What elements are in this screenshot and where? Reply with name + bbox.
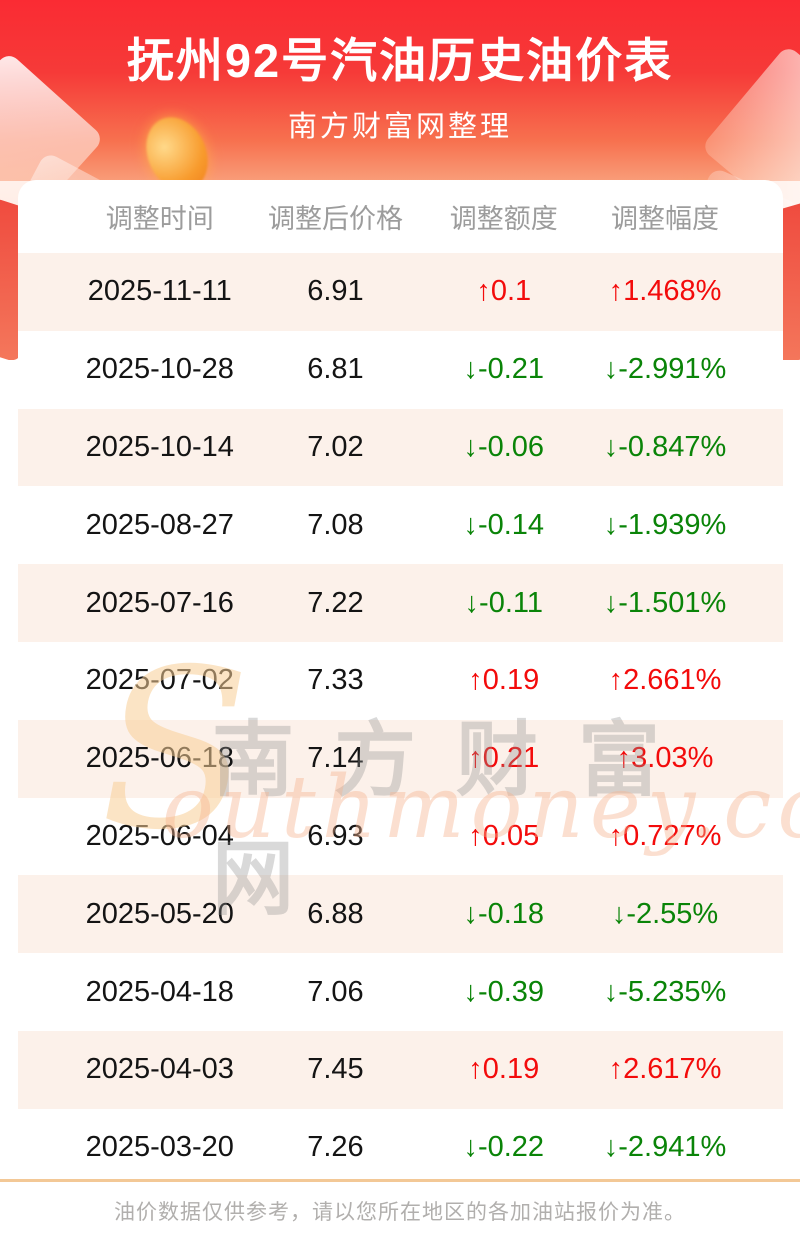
table-header-row: 调整时间 调整后价格 调整额度 调整幅度 <box>18 180 783 253</box>
percent-cell: ↓-2.55% <box>611 897 719 930</box>
price-cell: 7.45 <box>307 1053 364 1086</box>
percent-cell: ↓-5.235% <box>603 975 727 1008</box>
date-cell: 2025-06-18 <box>85 742 234 775</box>
percent-cell: ↑1.468% <box>608 275 722 308</box>
footer-divider <box>0 1179 800 1182</box>
date-cell: 2025-08-27 <box>85 508 234 541</box>
price-cell: 7.14 <box>307 742 364 775</box>
change-cell: ↑0.19 <box>468 1053 540 1086</box>
table-row: 2025-07-02 7.33 ↑0.19 ↑2.661% <box>18 642 783 720</box>
table-row: 2025-08-27 7.08 ↓-0.14 ↓-1.939% <box>18 486 783 564</box>
table-row: 2025-11-11 6.91 ↑0.1 ↑1.468% <box>18 253 783 331</box>
change-cell: ↓-0.18 <box>463 897 545 930</box>
column-header-adjusted-price: 调整后价格 <box>267 204 403 234</box>
date-cell: 2025-04-18 <box>85 975 234 1008</box>
table-row: 2025-04-18 7.06 ↓-0.39 ↓-5.235% <box>18 953 783 1031</box>
price-cell: 7.08 <box>307 508 364 541</box>
column-header-adjust-amount: 调整额度 <box>449 204 558 234</box>
table-row: 2025-07-16 7.22 ↓-0.11 ↓-1.501% <box>18 564 783 642</box>
percent-cell: ↓-2.941% <box>603 1131 727 1164</box>
price-cell: 7.22 <box>307 586 364 619</box>
price-cell: 6.88 <box>307 897 364 930</box>
price-cell: 7.02 <box>307 430 364 463</box>
percent-cell: ↓-1.939% <box>603 508 727 541</box>
date-cell: 2025-03-20 <box>85 1131 234 1164</box>
date-cell: 2025-11-11 <box>87 275 232 308</box>
percent-cell: ↓-1.501% <box>603 586 727 619</box>
date-cell: 2025-04-03 <box>85 1053 234 1086</box>
change-cell: ↑0.05 <box>468 819 540 852</box>
percent-cell: ↑0.727% <box>608 819 722 852</box>
table-row: 2025-06-04 6.93 ↑0.05 ↑0.727% <box>18 798 783 876</box>
date-cell: 2025-10-14 <box>85 430 234 463</box>
column-header-adjust-rate: 调整幅度 <box>611 204 720 234</box>
footer-note: 油价数据仅供参考，请以您所在地区的各加油站报价为准。 <box>114 1201 686 1224</box>
change-cell: ↓-0.39 <box>463 975 545 1008</box>
date-cell: 2025-07-16 <box>85 586 234 619</box>
date-cell: 2025-05-20 <box>85 897 234 930</box>
price-cell: 7.26 <box>307 1131 364 1164</box>
price-cell: 6.93 <box>307 819 364 852</box>
date-cell: 2025-07-02 <box>85 664 234 697</box>
price-cell: 7.33 <box>307 664 364 697</box>
table-row: 2025-10-14 7.02 ↓-0.06 ↓-0.847% <box>18 408 783 487</box>
percent-cell: ↓-0.847% <box>603 430 727 463</box>
percent-cell: ↑2.661% <box>608 664 722 697</box>
table-row: 2025-06-18 7.14 ↑0.21 ↑3.03% <box>18 719 783 798</box>
table-row: 2025-04-03 7.45 ↑0.19 ↑2.617% <box>18 1030 783 1109</box>
change-cell: ↓-0.06 <box>463 430 545 463</box>
change-cell: ↑0.1 <box>476 275 532 308</box>
date-cell: 2025-06-04 <box>85 819 234 852</box>
table-row: 2025-10-28 6.81 ↓-0.21 ↓-2.991% <box>18 331 783 409</box>
page-title: 抚州92号汽油历史油价表 <box>126 34 674 87</box>
header-banner <box>0 0 800 181</box>
change-cell: ↑0.21 <box>468 742 540 775</box>
change-cell: ↑0.19 <box>468 664 540 697</box>
price-table-card: 调整时间 调整后价格 调整额度 调整幅度 2025-11-11 6.91 ↑0.… <box>18 180 783 1187</box>
footer: 油价数据仅供参考，请以您所在地区的各加油站报价为准。 <box>0 1179 800 1238</box>
change-cell: ↓-0.14 <box>463 508 545 541</box>
percent-cell: ↑2.617% <box>608 1053 722 1086</box>
change-cell: ↓-0.11 <box>464 586 543 619</box>
price-cell: 6.91 <box>307 275 364 308</box>
percent-cell: ↑3.03% <box>616 742 714 775</box>
table-row: 2025-05-20 6.88 ↓-0.18 ↓-2.55% <box>18 875 783 954</box>
page-subtitle: 南方财富网整理 <box>287 111 512 143</box>
change-cell: ↓-0.22 <box>463 1131 545 1164</box>
table-row: 2025-03-20 7.26 ↓-0.22 ↓-2.941% <box>18 1109 783 1187</box>
price-cell: 6.81 <box>307 353 364 386</box>
date-cell: 2025-10-28 <box>85 353 234 386</box>
table-body: 2025-11-11 6.91 ↑0.1 ↑1.468% 2025-10-28 … <box>18 253 783 1187</box>
change-cell: ↓-0.21 <box>463 353 545 386</box>
price-cell: 7.06 <box>307 975 364 1008</box>
column-header-adjust-time: 调整时间 <box>105 204 214 234</box>
percent-cell: ↓-2.991% <box>603 353 727 386</box>
